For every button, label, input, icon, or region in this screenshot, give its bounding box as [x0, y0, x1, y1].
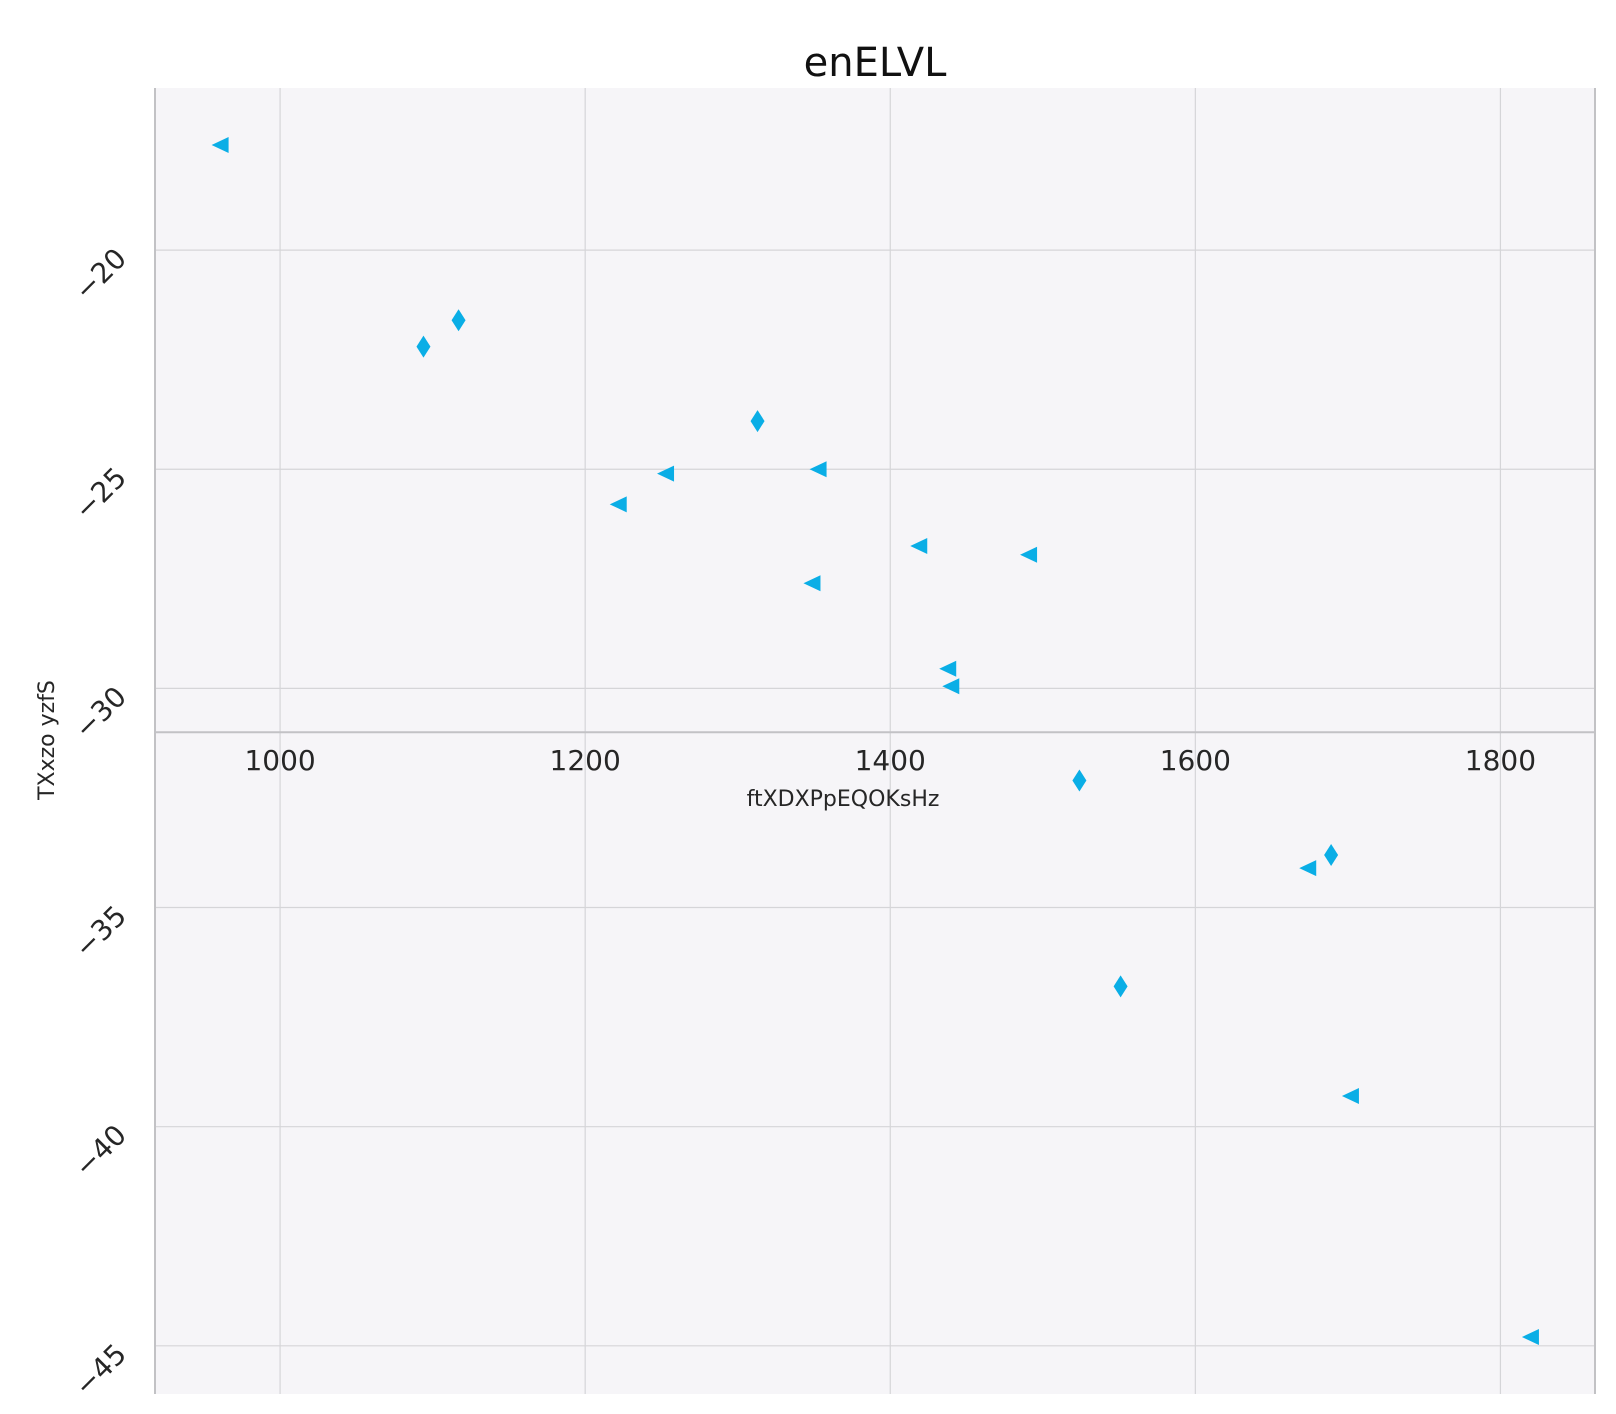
data-point	[1299, 860, 1317, 877]
data-point	[1324, 843, 1339, 866]
data-point	[809, 461, 827, 478]
plot-background	[155, 88, 1595, 1394]
data-point	[1341, 1087, 1359, 1104]
y-axis-label: TXxzo yzfS	[35, 680, 60, 801]
data-point	[1521, 1329, 1539, 1346]
axes	[154, 88, 1596, 1394]
gridlines	[155, 88, 1595, 1394]
chart-title: enELVL	[804, 40, 947, 86]
data-point	[1113, 975, 1128, 998]
x-tick-label: 1400	[855, 744, 926, 777]
y-tick-label: −30	[68, 680, 133, 745]
data-point	[1020, 546, 1038, 563]
y-tick-label: −45	[68, 1337, 133, 1402]
y-tick-label: −20	[68, 242, 133, 307]
data-points	[211, 136, 1539, 1346]
data-point	[942, 678, 960, 695]
y-tick-label: −40	[68, 1118, 133, 1183]
x-tick-label: 1800	[1465, 744, 1536, 777]
y-tick-labels: −45 −40 −35 −30 −25 −20	[68, 242, 133, 1403]
data-point	[609, 496, 627, 513]
data-point	[451, 309, 466, 332]
data-point	[1072, 769, 1087, 792]
data-point	[910, 537, 928, 554]
x-tick-labels: 1000 1200 1400 1600 1800	[244, 744, 1536, 777]
data-point	[939, 660, 957, 677]
data-point	[416, 335, 431, 358]
data-point	[803, 575, 821, 592]
data-point	[750, 410, 765, 433]
x-tick-label: 1600	[1160, 744, 1231, 777]
data-point	[211, 136, 229, 153]
data-point	[657, 465, 675, 482]
y-tick-label: −25	[68, 461, 133, 526]
x-tick-label: 1200	[550, 744, 621, 777]
x-tick-label: 1000	[244, 744, 315, 777]
x-axis-label: ftXDXPpEQOKsHz	[747, 787, 940, 812]
y-tick-label: −35	[68, 899, 133, 964]
